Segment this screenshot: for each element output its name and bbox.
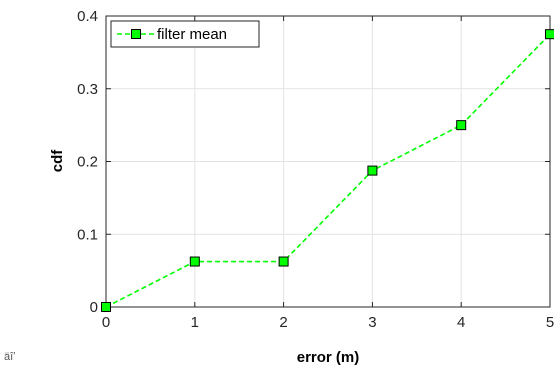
y-tick-label: 0	[90, 299, 98, 316]
corner-mark: äîʼ	[4, 351, 16, 363]
axes: 0 1 2 3 4 5 0 0.1 0.2 0.3 0.4	[77, 8, 554, 331]
y-tick-label: 0.2	[77, 154, 98, 171]
grid-lines	[105, 15, 551, 308]
x-tick-label: 2	[279, 314, 287, 331]
series-line	[105, 33, 551, 308]
data-point	[101, 302, 111, 312]
x-tick-label: 0	[102, 314, 110, 331]
legend-marker	[131, 29, 141, 39]
data-point	[545, 29, 554, 40]
y-tick-label: 0.3	[77, 81, 98, 98]
x-tick-label: 5	[546, 314, 554, 331]
legend: filter mean	[110, 20, 260, 48]
data-point	[456, 120, 467, 131]
data-point	[189, 256, 200, 267]
y-axis-label: cdf	[49, 149, 66, 173]
axes-box	[105, 15, 551, 308]
data-point	[367, 165, 378, 176]
data-point	[278, 256, 289, 267]
x-tick-label: 1	[191, 314, 199, 331]
x-tick-label: 4	[457, 314, 465, 331]
x-tick-label: 3	[368, 314, 376, 331]
legend-label: filter mean	[157, 26, 227, 43]
x-axis-label: error (m)	[297, 349, 360, 366]
y-tick-label: 0.1	[77, 226, 98, 243]
y-tick-label: 0.4	[77, 8, 98, 25]
series-filter-mean	[101, 29, 554, 312]
